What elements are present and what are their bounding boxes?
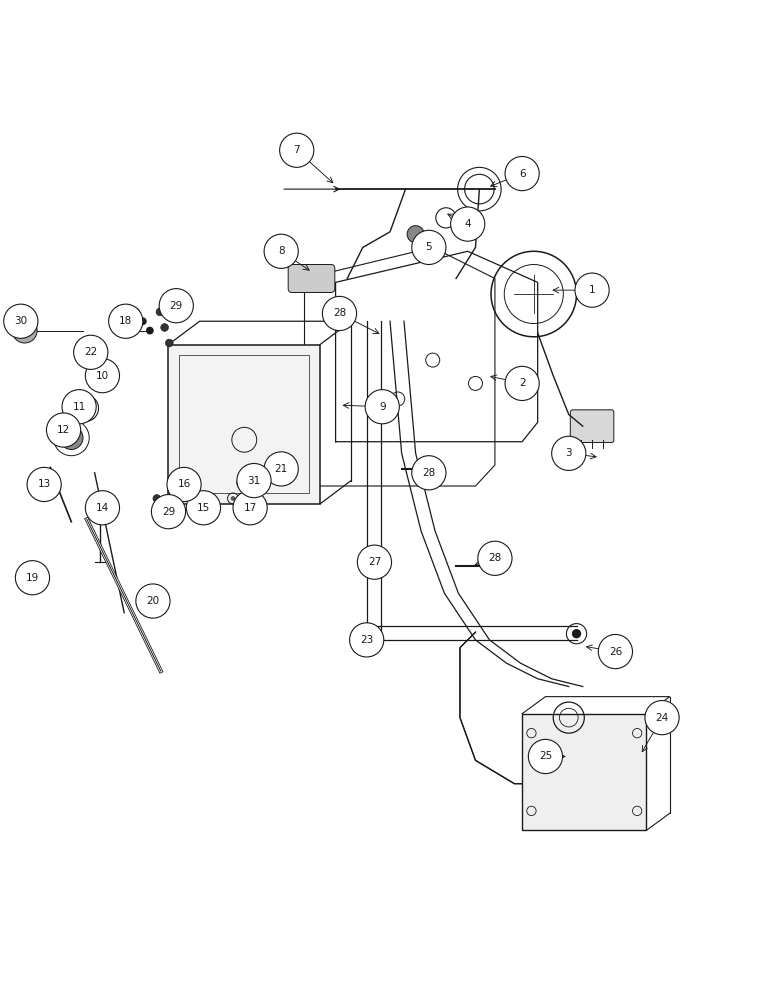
Circle shape (136, 584, 170, 618)
Text: 28: 28 (488, 553, 502, 563)
Circle shape (572, 629, 581, 638)
Text: 25: 25 (539, 751, 552, 761)
Text: 28: 28 (422, 468, 435, 478)
Text: 30: 30 (14, 316, 27, 326)
Circle shape (85, 359, 119, 393)
Text: 28: 28 (333, 308, 346, 318)
Text: 7: 7 (293, 145, 300, 155)
Circle shape (233, 491, 268, 525)
Circle shape (151, 495, 186, 529)
Circle shape (575, 273, 609, 307)
Circle shape (231, 496, 236, 501)
FancyBboxPatch shape (168, 345, 320, 504)
Circle shape (505, 156, 539, 191)
FancyBboxPatch shape (570, 410, 614, 442)
Circle shape (237, 463, 271, 498)
Text: 20: 20 (147, 596, 159, 606)
Circle shape (167, 467, 201, 502)
Circle shape (412, 456, 446, 490)
Circle shape (187, 482, 192, 487)
Circle shape (108, 304, 143, 338)
Circle shape (16, 561, 50, 595)
Circle shape (357, 545, 392, 579)
Circle shape (551, 436, 586, 470)
Circle shape (264, 234, 298, 268)
Text: 12: 12 (57, 425, 70, 435)
Circle shape (165, 339, 173, 347)
Circle shape (161, 324, 168, 331)
Text: 5: 5 (426, 242, 432, 252)
Circle shape (349, 623, 384, 657)
Circle shape (146, 327, 154, 334)
Circle shape (186, 491, 221, 525)
Circle shape (156, 308, 164, 316)
Text: 26: 26 (608, 647, 622, 657)
Circle shape (505, 366, 539, 401)
Text: 23: 23 (360, 635, 374, 645)
Text: 27: 27 (368, 557, 381, 567)
Text: 1: 1 (589, 285, 595, 295)
Circle shape (451, 207, 485, 241)
Circle shape (139, 317, 147, 325)
Circle shape (200, 496, 204, 501)
Text: 3: 3 (566, 448, 572, 458)
Circle shape (365, 390, 399, 424)
Text: 17: 17 (243, 503, 257, 513)
Circle shape (27, 467, 62, 502)
Circle shape (478, 541, 512, 575)
Text: 8: 8 (278, 246, 285, 256)
Circle shape (60, 426, 83, 449)
FancyBboxPatch shape (522, 714, 647, 830)
Circle shape (158, 506, 165, 514)
Text: 9: 9 (379, 402, 385, 412)
Circle shape (528, 739, 562, 774)
Text: 2: 2 (519, 378, 526, 388)
FancyBboxPatch shape (288, 265, 335, 292)
Circle shape (159, 289, 193, 323)
Text: 21: 21 (275, 464, 288, 474)
Circle shape (280, 133, 314, 167)
Circle shape (85, 491, 119, 525)
Circle shape (73, 335, 108, 369)
Circle shape (4, 304, 38, 338)
Circle shape (153, 495, 161, 502)
Text: 18: 18 (119, 316, 133, 326)
Circle shape (62, 390, 96, 424)
Text: 24: 24 (655, 713, 668, 723)
Text: 11: 11 (73, 402, 86, 412)
Text: 31: 31 (247, 476, 261, 486)
Text: 6: 6 (519, 169, 526, 179)
Text: 29: 29 (169, 301, 183, 311)
Text: 4: 4 (464, 219, 471, 229)
Circle shape (598, 634, 633, 669)
Text: 19: 19 (26, 573, 39, 583)
Circle shape (645, 701, 679, 735)
Text: 29: 29 (162, 507, 176, 517)
Circle shape (47, 413, 80, 447)
Circle shape (12, 318, 37, 343)
Text: 13: 13 (37, 479, 51, 489)
Circle shape (322, 296, 356, 331)
Text: 22: 22 (84, 347, 98, 357)
Circle shape (407, 226, 424, 243)
Text: 14: 14 (96, 503, 109, 513)
Text: 10: 10 (96, 371, 109, 381)
Text: 16: 16 (177, 479, 190, 489)
Text: 15: 15 (197, 503, 210, 513)
Circle shape (264, 452, 298, 486)
Circle shape (412, 230, 446, 265)
Circle shape (132, 308, 140, 316)
